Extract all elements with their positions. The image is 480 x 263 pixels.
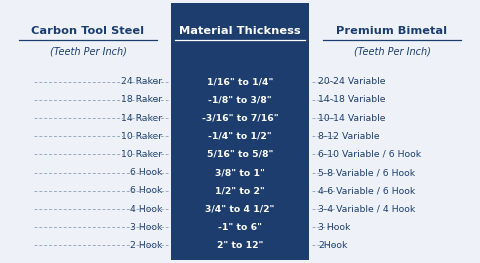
Text: 1/2" to 2": 1/2" to 2" <box>215 186 265 195</box>
Bar <box>170 3 310 260</box>
Text: 10 Raker: 10 Raker <box>121 132 162 141</box>
Text: 4 Hook: 4 Hook <box>130 205 162 214</box>
Text: 14-18 Variable: 14-18 Variable <box>318 95 385 104</box>
Text: 2Hook: 2Hook <box>318 241 348 250</box>
Text: 10 Raker: 10 Raker <box>121 150 162 159</box>
Text: 24 Raker: 24 Raker <box>121 77 162 86</box>
Text: Material Thickness: Material Thickness <box>179 26 301 36</box>
Text: 3/8" to 1": 3/8" to 1" <box>215 168 265 177</box>
Text: 14 Raker: 14 Raker <box>121 114 162 123</box>
Text: 8-12 Variable: 8-12 Variable <box>318 132 380 141</box>
Text: 20-24 Variable: 20-24 Variable <box>318 77 385 86</box>
Text: 10-14 Variable: 10-14 Variable <box>318 114 385 123</box>
Text: 6 Hook: 6 Hook <box>130 186 162 195</box>
Text: 6-10 Variable / 6 Hook: 6-10 Variable / 6 Hook <box>318 150 421 159</box>
Text: Premium Bimetal: Premium Bimetal <box>336 26 447 36</box>
Text: 6 Hook: 6 Hook <box>130 168 162 177</box>
Text: 5/16" to 5/8": 5/16" to 5/8" <box>207 150 273 159</box>
Text: 3-4 Variable / 4 Hook: 3-4 Variable / 4 Hook <box>318 205 415 214</box>
Text: -1/4" to 1/2": -1/4" to 1/2" <box>208 132 272 141</box>
Text: 1/16" to 1/4": 1/16" to 1/4" <box>207 77 273 86</box>
Text: 18 Raker: 18 Raker <box>121 95 162 104</box>
Text: 5-8 Variable / 6 Hook: 5-8 Variable / 6 Hook <box>318 168 415 177</box>
Text: 2 Hook: 2 Hook <box>130 241 162 250</box>
Text: -1/8" to 3/8": -1/8" to 3/8" <box>208 95 272 104</box>
Text: 4-6 Variable / 6 Hook: 4-6 Variable / 6 Hook <box>318 186 415 195</box>
Text: 2" to 12": 2" to 12" <box>217 241 263 250</box>
Text: (Teeth Per Inch): (Teeth Per Inch) <box>354 47 431 57</box>
Text: Carbon Tool Steel: Carbon Tool Steel <box>32 26 144 36</box>
Text: 3 Hook: 3 Hook <box>130 223 162 232</box>
Text: -3/16" to 7/16": -3/16" to 7/16" <box>202 114 278 123</box>
Text: -1" to 6": -1" to 6" <box>218 223 262 232</box>
Text: 3/4" to 4 1/2": 3/4" to 4 1/2" <box>205 205 275 214</box>
Text: (Teeth Per Inch): (Teeth Per Inch) <box>49 47 126 57</box>
Text: 3 Hook: 3 Hook <box>318 223 350 232</box>
